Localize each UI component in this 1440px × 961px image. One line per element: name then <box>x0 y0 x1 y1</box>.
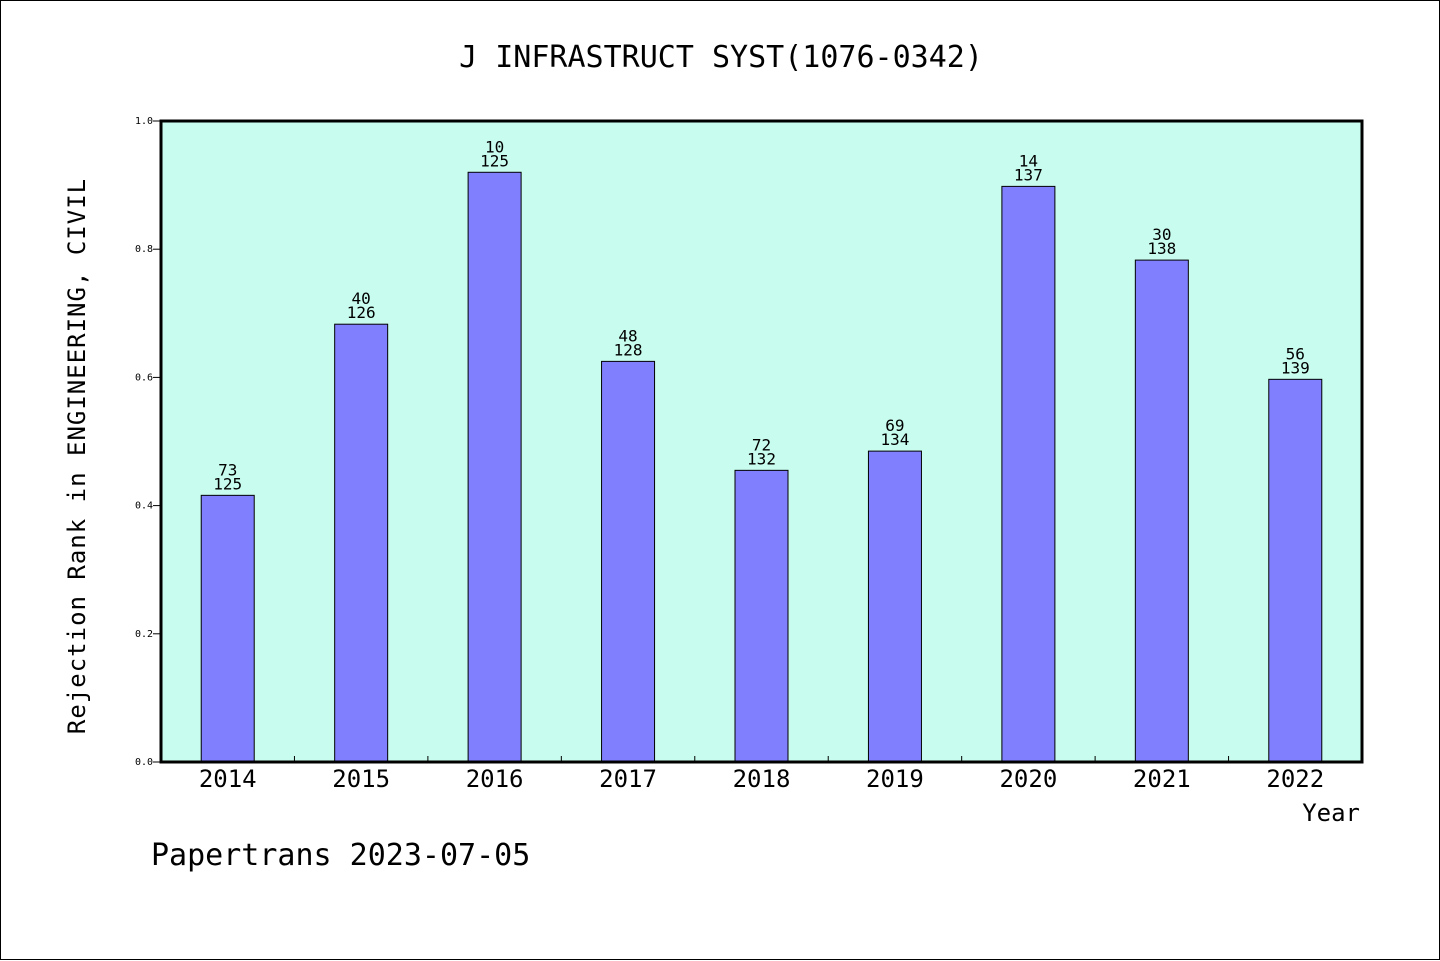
y-tick-label: 0.0 <box>135 757 153 768</box>
bar-rank-label: 72 <box>752 435 771 454</box>
bar-total-label: 132 <box>747 449 776 468</box>
bar-2019 <box>867 450 922 763</box>
bar-total-label: 128 <box>614 340 643 359</box>
x-tick-label: 2015 <box>332 765 390 793</box>
x-tick-label: 2018 <box>733 765 791 793</box>
bar-total-label: 137 <box>1014 165 1043 184</box>
bars-group: 7312540126101254812872132691341413730138… <box>200 137 1323 763</box>
bar-2015 <box>334 323 389 763</box>
y-axis: 0.0 0.2 0.4 0.6 0.8 1.0 <box>135 116 161 768</box>
bar-2018 <box>734 469 789 763</box>
bar-rank-label: 14 <box>1019 151 1038 170</box>
bar-rank-label: 40 <box>352 289 371 308</box>
bar-2014 <box>200 494 255 763</box>
x-axis: 2014 2015 2016 2017 2018 2019 2020 2021 2022 <box>199 756 1324 793</box>
x-tick-label: 2017 <box>599 765 657 793</box>
bar-total-label: 125 <box>480 151 509 170</box>
bar-rank-label: 73 <box>218 460 237 479</box>
y-tick-label: 0.4 <box>135 501 153 512</box>
bar-rank-label: 30 <box>1152 225 1171 244</box>
bar-2022 <box>1268 378 1323 763</box>
bar-rank-label: 10 <box>485 137 504 156</box>
bar-2021 <box>1134 259 1189 763</box>
bar-total-label: 134 <box>880 430 909 449</box>
bar-2020 <box>1001 185 1056 763</box>
bar-total-label: 126 <box>347 303 376 322</box>
bar-total-label: 139 <box>1281 358 1310 377</box>
x-tick-label: 2021 <box>1133 765 1191 793</box>
bar-2016 <box>467 171 522 763</box>
bar-total-label: 138 <box>1147 239 1176 258</box>
bar-2017 <box>601 360 656 763</box>
y-tick-label: 0.8 <box>135 244 153 255</box>
y-tick-label: 0.2 <box>135 629 153 640</box>
x-tick-label: 2022 <box>1266 765 1324 793</box>
bar-total-label: 125 <box>213 474 242 493</box>
chart-title: J INFRASTRUCT SYST(1076-0342) <box>459 40 983 75</box>
y-axis-title: Rejection Rank in ENGINEERING, CIVIL <box>63 178 91 734</box>
bar-rank-label: 56 <box>1286 344 1305 363</box>
plot-border <box>159 119 1364 764</box>
bar-rank-label: 48 <box>618 326 637 345</box>
x-tick-label: 2019 <box>866 765 924 793</box>
bar-rank-label: 69 <box>885 416 904 435</box>
y-tick-label: 0.6 <box>135 372 153 383</box>
x-tick-label: 2014 <box>199 765 257 793</box>
x-tick-label: 2016 <box>466 765 524 793</box>
y-tick-label: 1.0 <box>135 116 153 127</box>
footer-credit: Papertrans 2023-07-05 <box>151 838 530 873</box>
x-tick-label: 2020 <box>999 765 1057 793</box>
x-axis-title: Year <box>1302 799 1360 827</box>
